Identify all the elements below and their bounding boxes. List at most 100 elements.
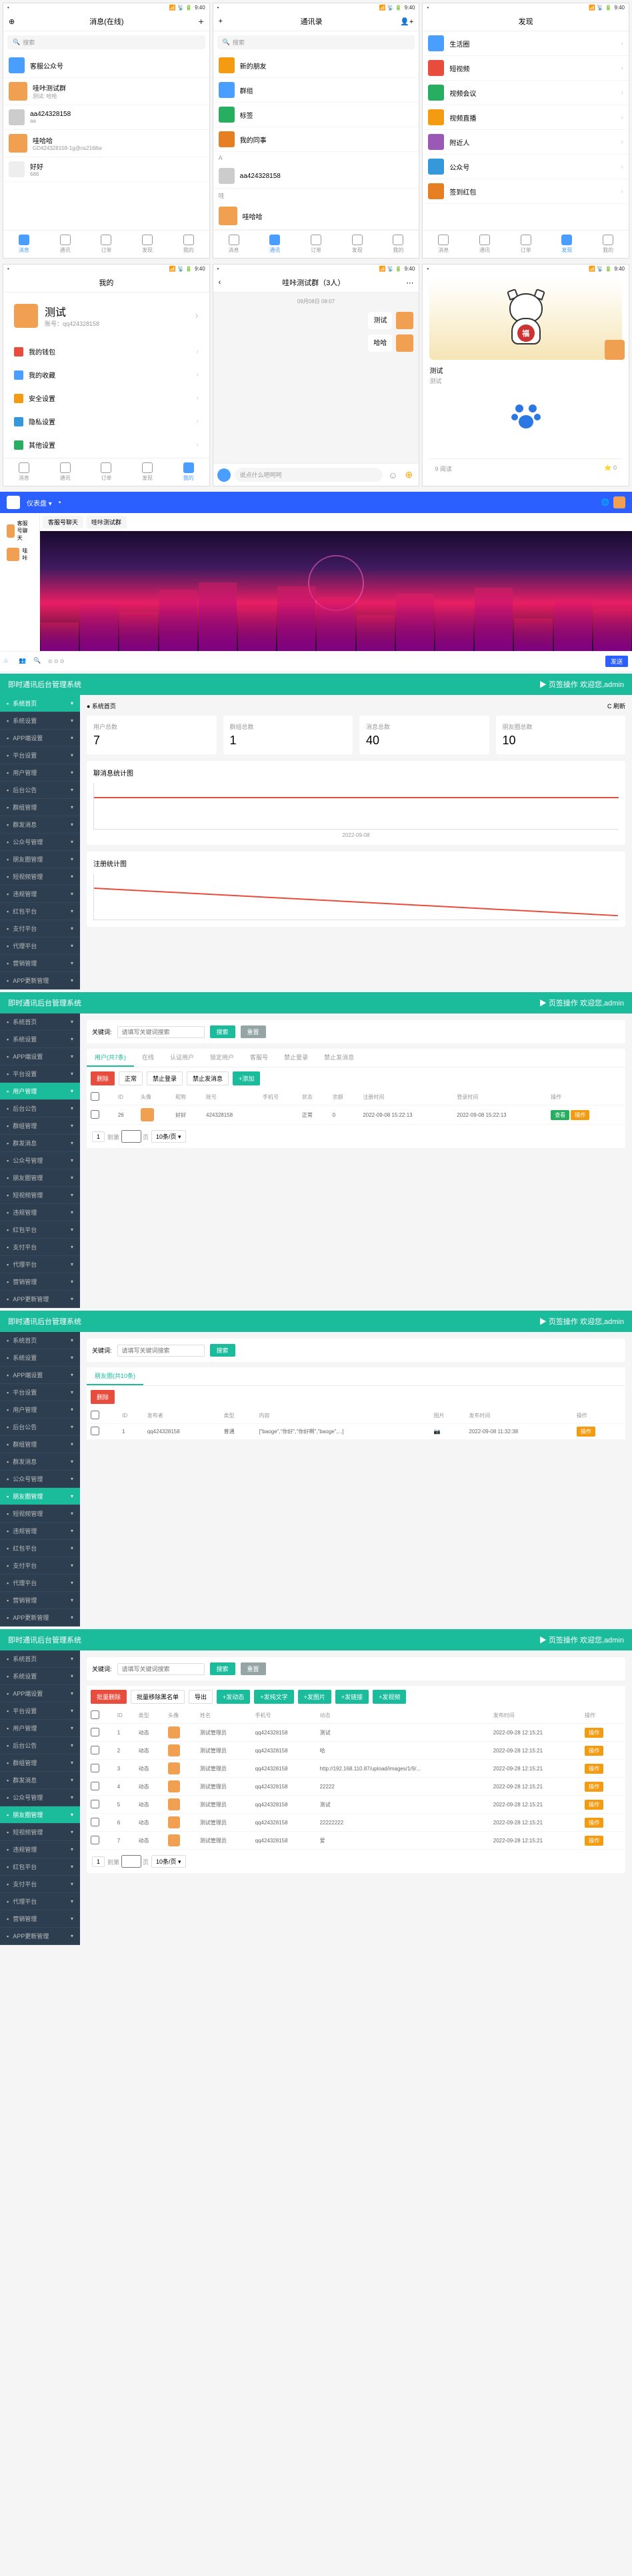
admin-menu-item[interactable]: ▪平台设置▾	[0, 1065, 80, 1083]
nav-item[interactable]: •	[59, 499, 61, 506]
header-left[interactable]: +	[219, 17, 223, 25]
message-item[interactable]: 客服公众号	[3, 53, 209, 78]
admin-menu-item[interactable]: ▪用户管理▾	[0, 764, 80, 782]
admin-menu-item[interactable]: ▪代理平台▾	[0, 1575, 80, 1592]
batch-button[interactable]: +发动态	[217, 1690, 250, 1704]
home-icon[interactable]: ⌂	[4, 657, 13, 666]
admin-menu-item[interactable]: ▪营销管理▾	[0, 1910, 80, 1928]
search-button[interactable]: 搜索	[210, 1662, 235, 1675]
refresh-button[interactable]: C 刷新	[607, 702, 625, 710]
avatar[interactable]	[396, 334, 413, 352]
batch-button[interactable]: +发纯文字	[254, 1690, 293, 1704]
batch-button[interactable]: 禁止发消息	[187, 1071, 229, 1085]
admin-menu-item[interactable]: ▪朋友圈管理▾	[0, 1488, 80, 1505]
admin-menu-item[interactable]: ▪朋友圈管理▾	[0, 1169, 80, 1187]
reset-button[interactable]: 重置	[241, 1662, 266, 1675]
setting-item[interactable]: 安全设置›	[7, 388, 205, 408]
admin-menu-item[interactable]: ▪后台公告▾	[0, 1419, 80, 1436]
keyword-input[interactable]	[117, 1663, 205, 1675]
discover-item[interactable]: 视频直播›	[423, 105, 629, 130]
nav-消息[interactable]: 消息	[229, 235, 239, 254]
send-button[interactable]: 发送	[605, 656, 628, 667]
admin-menu-item[interactable]: ▪APP端设置▾	[0, 1048, 80, 1065]
batch-button[interactable]: +发图片	[298, 1690, 331, 1704]
table-row[interactable]: 1qq424328158普通["baoge","你好","你好啊","baoge…	[87, 1424, 625, 1440]
admin-menu-item[interactable]: ▪短视频管理▾	[0, 1824, 80, 1841]
message-input[interactable]: 说点什么吧呵呵	[235, 468, 383, 482]
search-icon[interactable]: 🔍	[33, 657, 43, 666]
nav-订单[interactable]: 订单	[101, 235, 111, 254]
table-row[interactable]: 2动态测试管理员qq424328158哈2022-09-28 12:15:21操…	[87, 1742, 625, 1760]
tab[interactable]: 客服号聊天	[43, 516, 83, 528]
admin-menu-item[interactable]: ▪违规管理▾	[0, 1204, 80, 1221]
header-left[interactable]: ⊕	[9, 17, 15, 26]
attach-button[interactable]: ⊕	[403, 469, 415, 481]
table-tab[interactable]: 禁止登录	[276, 1049, 316, 1067]
contact-item[interactable]: 哇哈哈	[213, 203, 419, 230]
admin-menu-item[interactable]: ▪公众号管理▾	[0, 1152, 80, 1169]
batch-button[interactable]: +发视频	[373, 1690, 406, 1704]
nav-发现[interactable]: 发现	[142, 235, 153, 254]
admin-menu-item[interactable]: ▪公众号管理▾	[0, 1789, 80, 1806]
nav-发现[interactable]: 发现	[352, 235, 363, 254]
keyword-input[interactable]	[117, 1345, 205, 1357]
setting-item[interactable]: 其他设置›	[7, 434, 205, 455]
nav-订单[interactable]: 订单	[311, 235, 321, 254]
admin-menu-item[interactable]: ▪用户管理▾	[0, 1401, 80, 1419]
admin-menu-item[interactable]: ▪违规管理▾	[0, 1841, 80, 1858]
table-row[interactable]: 3动态测试管理员qq424328158http://192.168.110.87…	[87, 1760, 625, 1778]
table-row[interactable]: 26好好424328158正常02022-09-08 15:22:132022-…	[87, 1105, 625, 1125]
admin-menu-item[interactable]: ▪系统设置▾	[0, 1031, 80, 1048]
discover-item[interactable]: 生活圈›	[423, 31, 629, 56]
admin-menu-item[interactable]: ▪系统首页▾	[0, 695, 80, 712]
admin-menu-item[interactable]: ▪群发消息▾	[0, 1453, 80, 1471]
back-button[interactable]: ‹	[219, 279, 221, 287]
admin-menu-item[interactable]: ▪短视频管理▾	[0, 868, 80, 886]
discover-item[interactable]: 附近人›	[423, 130, 629, 155]
nav-通讯[interactable]: 通讯	[479, 235, 490, 254]
table-row[interactable]: 7动态测试管理员qq424328158爱2022-09-28 12:15:21操…	[87, 1832, 625, 1850]
nav-我的[interactable]: 我的	[603, 235, 613, 254]
setting-item[interactable]: 我的收藏›	[7, 364, 205, 385]
table-row[interactable]: 1动态测试管理员qq424328158测试2022-09-28 12:15:21…	[87, 1724, 625, 1742]
message-item[interactable]: 哇哈哈GD424328158-1g@ns2168w	[3, 130, 209, 157]
search-input[interactable]: 🔍 搜索	[217, 35, 415, 49]
nav-订单[interactable]: 订单	[101, 462, 111, 482]
discover-item[interactable]: 短视频›	[423, 56, 629, 81]
batch-button[interactable]: 正常	[119, 1071, 143, 1085]
star-count[interactable]: ⭐ 0	[604, 464, 617, 473]
nav-通讯[interactable]: 通讯	[60, 235, 71, 254]
add-button[interactable]: +	[198, 16, 203, 27]
admin-menu-item[interactable]: ▪营销管理▾	[0, 1592, 80, 1609]
search-button[interactable]: 搜索	[210, 1344, 235, 1357]
emoji-button[interactable]: ☺	[387, 469, 399, 481]
table-row[interactable]: 6动态测试管理员qq424328158222222222022-09-28 12…	[87, 1814, 625, 1832]
sidebar-item[interactable]: 客服号聊天	[4, 517, 35, 544]
admin-menu-item[interactable]: ▪朋友圈管理▾	[0, 851, 80, 868]
contact-group[interactable]: 群组	[213, 78, 419, 103]
reset-button[interactable]: 重置	[241, 1025, 266, 1038]
batch-button[interactable]: 禁止登录	[147, 1071, 183, 1085]
admin-menu-item[interactable]: ▪APP端设置▾	[0, 1367, 80, 1384]
more-button[interactable]: ⋯	[406, 279, 413, 287]
discover-item[interactable]: 签到红包›	[423, 179, 629, 204]
admin-menu-item[interactable]: ▪短视频管理▾	[0, 1505, 80, 1523]
admin-menu-item[interactable]: ▪短视频管理▾	[0, 1187, 80, 1204]
admin-menu-item[interactable]: ▪违规管理▾	[0, 886, 80, 903]
sidebar-item[interactable]: 哇咔	[4, 544, 35, 564]
header-right[interactable]: 👤+	[400, 17, 413, 26]
avatar[interactable]	[613, 496, 625, 508]
admin-menu-item[interactable]: ▪后台公告▾	[0, 1100, 80, 1117]
nav-我的[interactable]: 我的	[183, 235, 194, 254]
profile-card[interactable]: 测试 账号：qq424328158 ›	[7, 297, 205, 334]
admin-menu-item[interactable]: ▪支付平台▾	[0, 1239, 80, 1256]
search-button[interactable]: 搜索	[210, 1025, 235, 1038]
contact-item[interactable]: aa424328158	[213, 164, 419, 189]
batch-button[interactable]: +添加	[233, 1071, 260, 1085]
admin-menu-item[interactable]: ▪红包平台▾	[0, 903, 80, 920]
page-first[interactable]: 1	[92, 1131, 105, 1142]
nav-我的[interactable]: 我的	[393, 235, 403, 254]
batch-button[interactable]: 批量移除黑名单	[131, 1690, 185, 1704]
admin-menu-item[interactable]: ▪违规管理▾	[0, 1523, 80, 1540]
nav-通讯[interactable]: 通讯	[269, 235, 280, 254]
